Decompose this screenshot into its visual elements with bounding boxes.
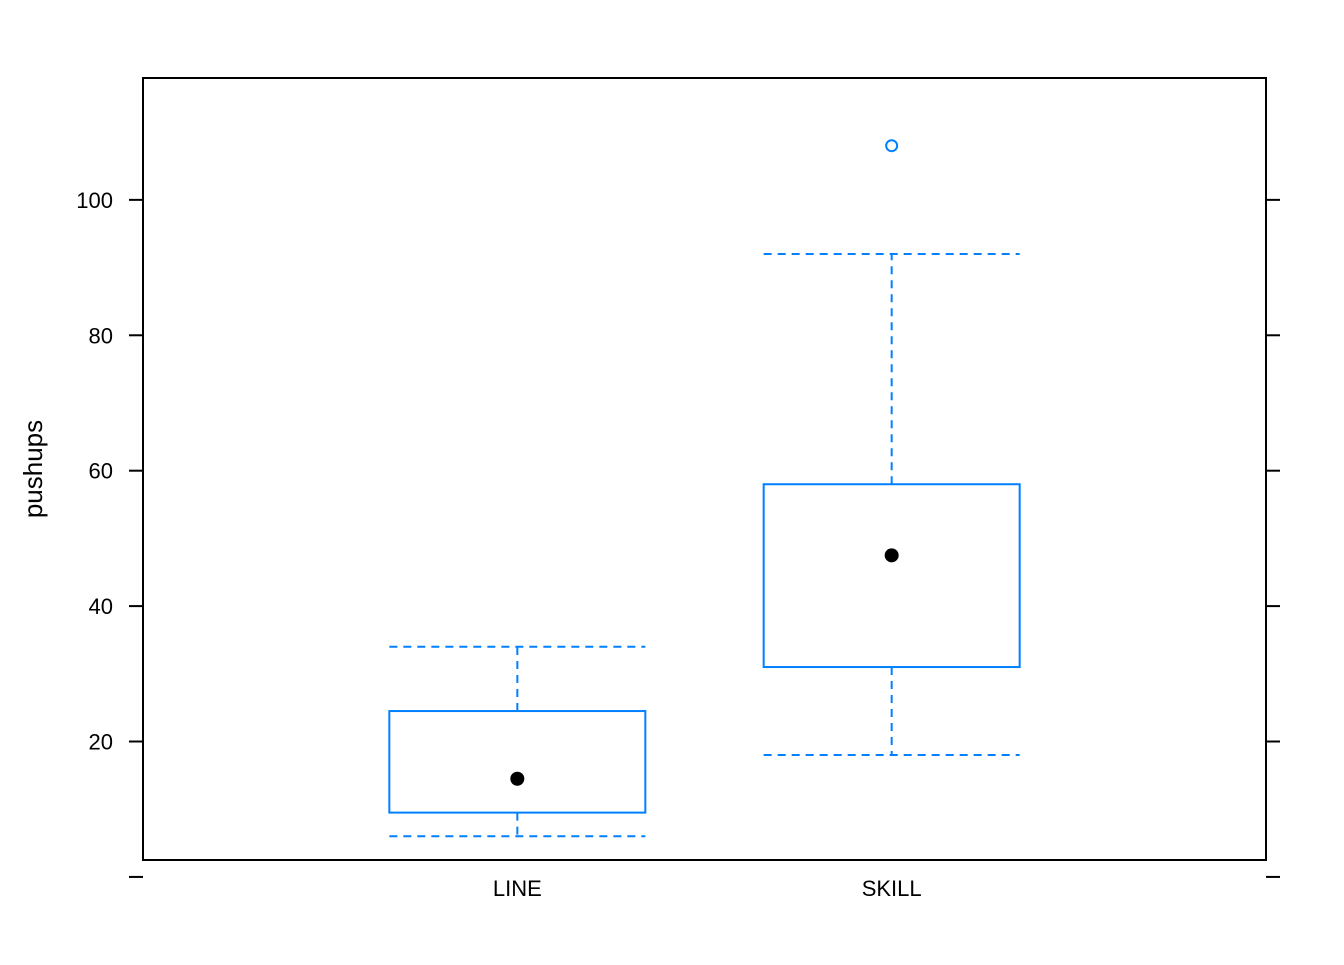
median-dot (510, 771, 525, 786)
box-body (762, 483, 1021, 669)
plot-frame (142, 77, 1267, 861)
median-dot (884, 548, 899, 563)
y-tick-label: 40 (89, 594, 113, 619)
y-axis-title: pushups (18, 420, 48, 518)
y-axis: 20 40 60 80 100 (76, 188, 1280, 878)
box-line (388, 645, 647, 838)
y-tick-label: 60 (89, 459, 113, 484)
y-tick-label: 100 (76, 188, 113, 213)
boxes (388, 139, 1021, 838)
y-tick-label: 20 (89, 730, 113, 755)
y-tick-label: 80 (89, 323, 113, 348)
box-body (388, 710, 647, 814)
outlier-point (885, 139, 899, 153)
x-tick-label: SKILL (862, 876, 922, 901)
x-axis: LINE SKILL (493, 876, 922, 901)
x-tick-label: LINE (493, 876, 542, 901)
box-skill (762, 139, 1021, 757)
